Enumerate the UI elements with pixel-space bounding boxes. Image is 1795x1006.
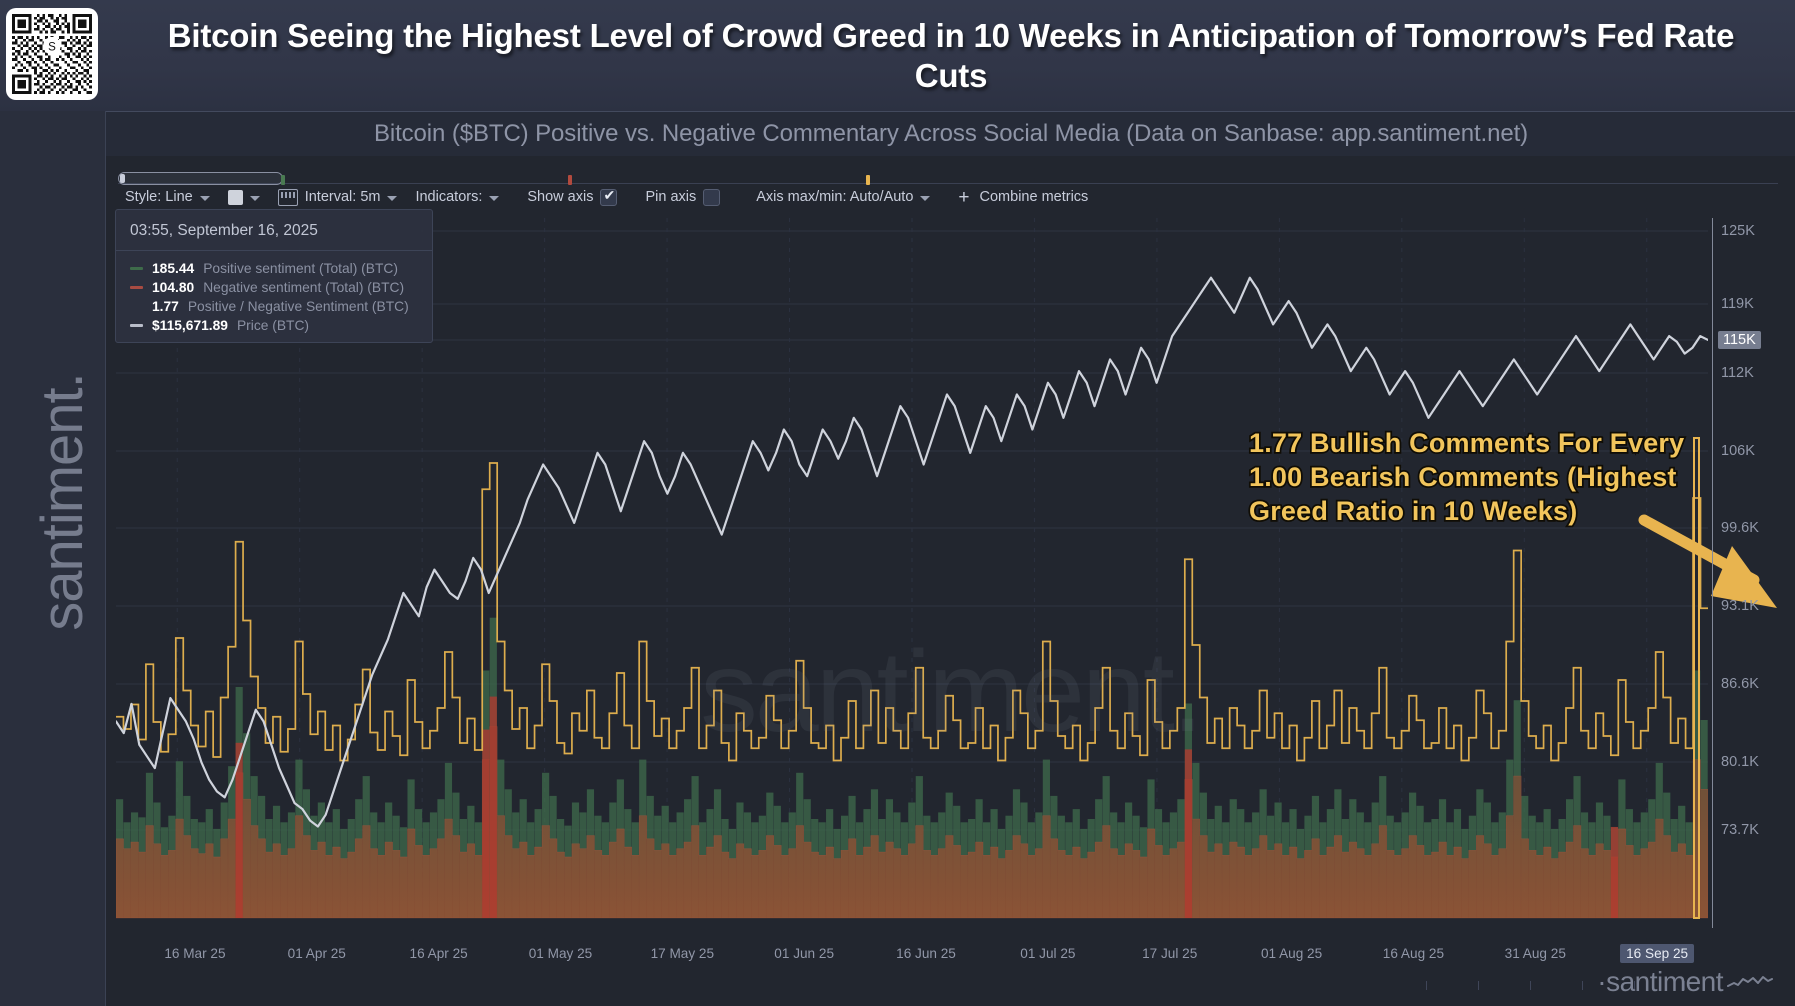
range-track <box>118 183 1778 184</box>
interval-dropdown[interactable]: Interval: 5m <box>269 185 407 210</box>
legend-value: $115,671.89 <box>152 318 228 333</box>
x-axis-tick: 31 Aug 25 <box>1504 946 1566 961</box>
y-axis-tick: 80.1K <box>1721 754 1759 770</box>
legend-tooltip: 03:55, September 16, 2025 185.44 Positive… <box>115 209 433 343</box>
legend-color-dash <box>130 324 143 327</box>
subheader-band <box>0 111 1795 156</box>
legend-value: 185.44 <box>152 261 195 276</box>
combine-metrics-label: Combine metrics <box>979 189 1089 205</box>
chevron-down-icon <box>489 195 500 201</box>
y-axis-tick: 73.7K <box>1721 822 1759 838</box>
annotation-line: 1.00 Bearish Comments (Highest <box>1247 460 1678 494</box>
range-marker-yellow <box>866 175 870 185</box>
y-axis-tick: 119K <box>1721 296 1754 312</box>
range-scrollbar[interactable] <box>118 172 1778 186</box>
legend-label: Positive sentiment (Total) (BTC) <box>203 261 398 276</box>
header-band <box>0 0 1795 111</box>
range-marker-green <box>281 175 285 185</box>
left-rail: santiment. <box>0 111 106 1006</box>
x-axis-tick: 16 Jun 25 <box>896 946 956 961</box>
y-axis-tick: 115K <box>1718 331 1761 349</box>
chart-toolbar: Style: Line Interval: 5m Indicators: Sho… <box>116 182 1097 212</box>
pin-axis-checkbox[interactable] <box>703 188 721 206</box>
pin-axis-toggle[interactable]: Pin axis <box>636 185 729 210</box>
page-subtitle: Bitcoin ($BTC) Positive vs. Negative Com… <box>373 119 1529 147</box>
y-axis-tick: 125K <box>1721 223 1755 239</box>
show-axis-toggle[interactable]: Show axis <box>518 185 626 210</box>
x-axis-tick: 01 Apr 25 <box>287 946 346 961</box>
legend-label: Negative sentiment (Total) (BTC) <box>203 280 405 295</box>
y-axis-tick: 112K <box>1721 365 1754 381</box>
interval-label: Interval: 5m <box>304 189 381 205</box>
sparkline-icon <box>1727 976 1773 987</box>
chevron-down-icon <box>249 195 260 201</box>
legend-row: $115,671.89 Price (BTC) <box>130 316 418 335</box>
legend-label: Positive / Negative Sentiment (BTC) <box>187 299 409 314</box>
range-marker-red <box>568 175 572 185</box>
y-axis-tick: 93.1K <box>1721 598 1759 614</box>
bottom-brand-logo: ·santiment <box>1597 966 1773 998</box>
color-swatch-icon <box>227 189 243 205</box>
x-axis-tick: 01 Jul 25 <box>1020 946 1076 961</box>
y-axis-tick: 86.6K <box>1721 676 1759 692</box>
combine-metrics-button[interactable]: + Combine metrics <box>949 184 1097 211</box>
y-axis-tick: 99.6K <box>1721 520 1759 536</box>
show-axis-label: Show axis <box>527 189 594 205</box>
axis-range-dropdown[interactable]: Axis max/min: Auto/Auto <box>747 185 939 209</box>
chevron-down-icon <box>387 195 398 201</box>
plus-icon: + <box>958 186 970 208</box>
range-selection-handle[interactable] <box>118 172 283 185</box>
chart-svg <box>116 218 1708 919</box>
legend-value: 1.77 <box>152 299 179 314</box>
legend-timestamp: 03:55, September 16, 2025 <box>116 210 432 251</box>
calendar-icon <box>277 188 298 206</box>
plot-area[interactable] <box>116 218 1708 1006</box>
x-axis-tick: 16 Sep 25 <box>1620 944 1695 963</box>
show-axis-checkbox[interactable] <box>600 187 618 206</box>
annotation-line: 1.77 Bullish Comments For Every <box>1247 426 1686 460</box>
legend-value: 104.80 <box>152 280 195 295</box>
legend-rows: 185.44 Positive sentiment (Total) (BTC) 10… <box>116 251 432 343</box>
x-axis-tick: 16 Apr 25 <box>409 946 468 961</box>
style-dropdown-label: Style: Line <box>125 189 193 205</box>
legend-row: 104.80 Negative sentiment (Total) (BTC) <box>130 278 418 297</box>
x-axis-tick: 01 May 25 <box>528 946 593 961</box>
indicators-label: Indicators: <box>415 189 483 205</box>
legend-color-dash <box>130 286 143 289</box>
x-axis-tick: 17 May 25 <box>650 946 715 961</box>
y-axis-tick: 106K <box>1721 443 1755 459</box>
x-axis-tick: 16 Mar 25 <box>164 946 226 961</box>
svg-text:S: S <box>48 41 56 53</box>
x-axis-tick: 16 Aug 25 <box>1382 946 1445 961</box>
x-axis-tick: 01 Jun 25 <box>774 946 835 961</box>
indicators-dropdown[interactable]: Indicators: <box>406 185 508 209</box>
legend-row: 1.77 Positive / Negative Sentiment (BTC) <box>130 297 418 316</box>
qr-code-icon[interactable]: S <box>6 8 98 100</box>
qr-code-svg: S <box>12 14 92 94</box>
legend-row: 185.44 Positive sentiment (Total) (BTC) <box>130 259 418 278</box>
legend-color-dash <box>130 267 143 270</box>
x-axis: 16 Mar 25 01 Apr 25 16 Apr 25 01 May 25 17 M… <box>116 944 1708 970</box>
pin-axis-label: Pin axis <box>645 189 697 205</box>
rail-watermark: santiment. <box>29 373 95 631</box>
y-axis-line <box>1712 218 1713 928</box>
chart-panel: Style: Line Interval: 5m Indicators: Sho… <box>106 156 1795 1006</box>
legend-label: Price (BTC) <box>236 318 310 333</box>
chevron-down-icon <box>920 195 931 201</box>
style-dropdown[interactable]: Style: Line <box>116 185 219 209</box>
color-dropdown[interactable] <box>219 186 269 209</box>
annotation-text: 1.77 Bullish Comments For Every 1.00 Bear… <box>1247 426 1779 528</box>
page-title: Bitcoin Seeing the Highest Level of Crow… <box>167 16 1735 94</box>
bottom-tick-strip <box>1426 980 1686 990</box>
legend-color-dash <box>130 305 143 308</box>
x-axis-tick: 17 Jul 25 <box>1142 946 1198 961</box>
annotation-arrow <box>1638 514 1777 608</box>
y-axis: 125K 119K 115K 112K 106K 99.6K 93.1K 86.6K 80.1K… <box>1709 218 1795 1006</box>
bottom-brand-text: ·santiment <box>1597 966 1723 997</box>
annotation-line: Greed Ratio in 10 Weeks) <box>1247 494 1579 528</box>
chevron-down-icon <box>199 195 210 201</box>
axis-range-label: Axis max/min: Auto/Auto <box>756 189 914 205</box>
x-axis-tick: 01 Aug 25 <box>1260 946 1323 961</box>
